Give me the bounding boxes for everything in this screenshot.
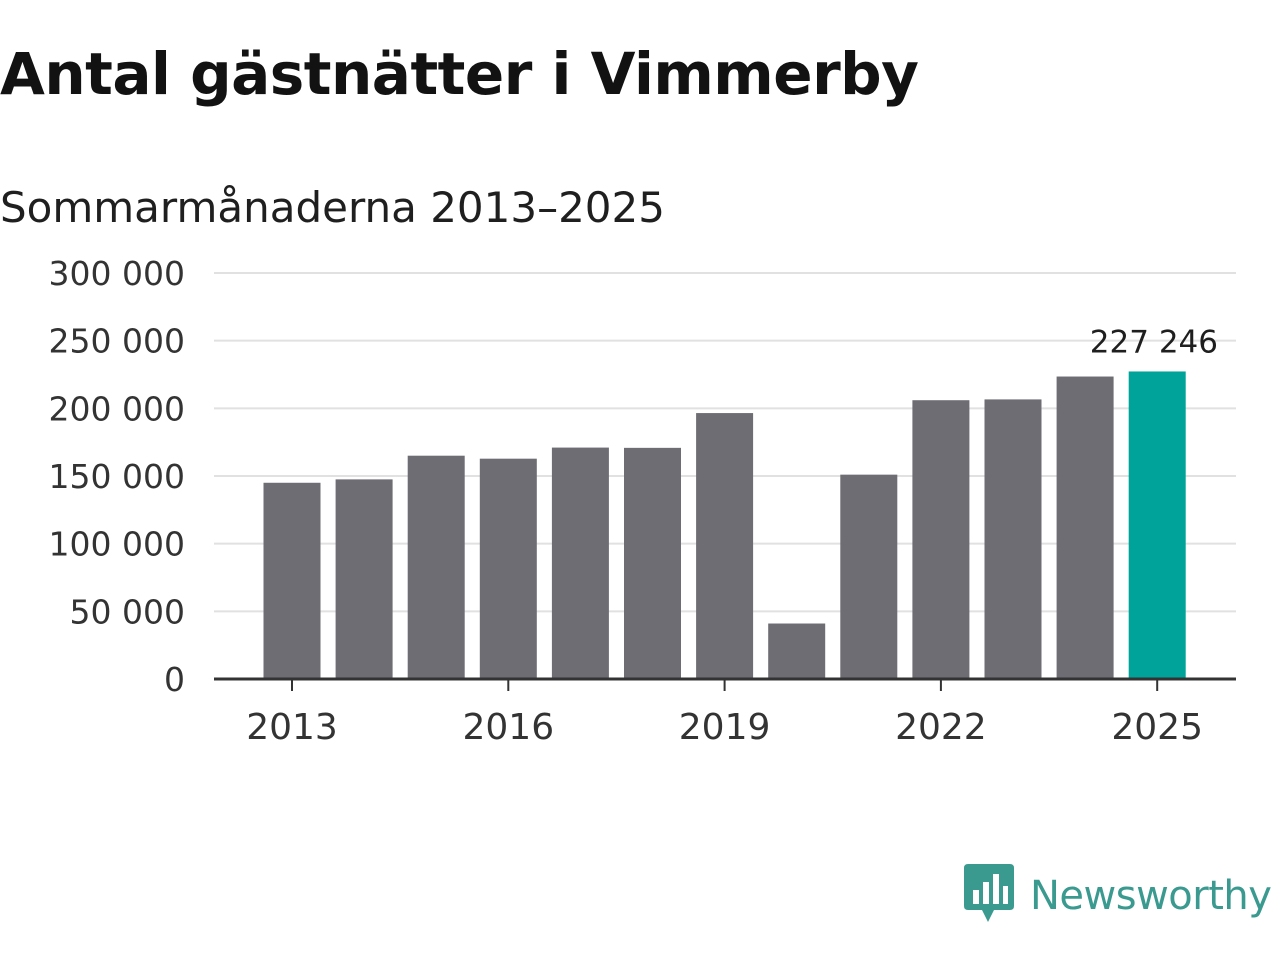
- data-label: 227 246: [1090, 324, 1218, 360]
- x-tick-label: 2022: [895, 707, 987, 748]
- bar-2022: [912, 400, 970, 679]
- bar-2016: [479, 458, 537, 679]
- bar-2014: [335, 479, 393, 679]
- bar-2019: [696, 413, 754, 679]
- bar-2023: [984, 399, 1042, 679]
- bar-2020: [768, 623, 826, 679]
- bar-chart-speech-bubble-icon: [964, 864, 1014, 928]
- bar-2017: [551, 447, 609, 679]
- x-tick-label: 2013: [246, 707, 338, 748]
- bar-2025: [1128, 371, 1186, 679]
- y-tick-label: 250 000: [49, 322, 185, 361]
- bar-2013: [263, 482, 321, 679]
- x-tick-label: 2025: [1111, 707, 1203, 748]
- x-tick-label: 2019: [679, 707, 771, 748]
- y-tick-label: 50 000: [70, 592, 185, 631]
- data-labels: 227 246: [1090, 324, 1218, 360]
- y-tick-label: 300 000: [49, 254, 185, 293]
- bar-2018: [624, 447, 681, 679]
- bars: [263, 371, 1186, 679]
- y-tick-label: 100 000: [49, 525, 185, 564]
- y-tick-label: 200 000: [49, 389, 185, 428]
- bar-2015: [407, 455, 465, 679]
- chart-subtitle: Sommarmånaderna 2013–2025: [0, 183, 665, 232]
- y-tick-label: 150 000: [49, 457, 185, 496]
- x-tick-label: 2016: [462, 707, 554, 748]
- brand-logo: Newsworthy: [964, 864, 1272, 928]
- bar-2024: [1056, 376, 1114, 679]
- bar-2021: [840, 474, 898, 679]
- chart-title: Antal gästnätter i Vimmerby: [0, 40, 919, 108]
- y-tick-label: 0: [164, 660, 185, 699]
- x-axis-ticks: 2013 2016 2019 2022 2025: [246, 679, 1203, 748]
- y-axis-ticks: 0 50 000 100 000 150 000 200 000 250 000 300 0…: [49, 254, 185, 699]
- brand-name: Newsworthy: [1030, 873, 1272, 919]
